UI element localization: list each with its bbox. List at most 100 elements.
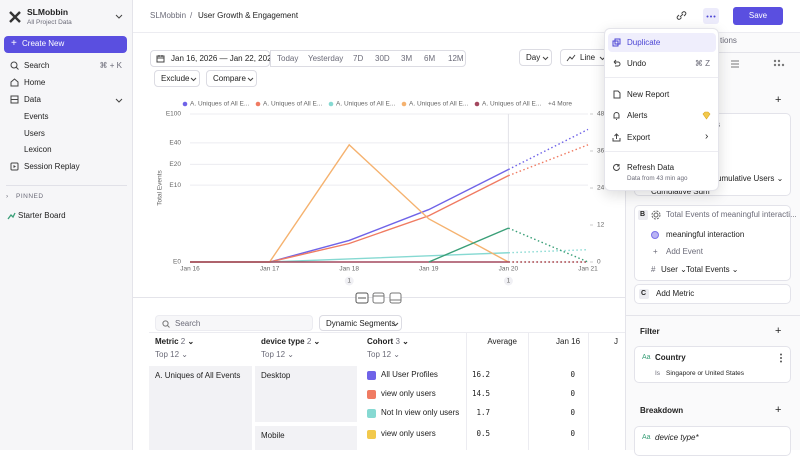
top-select[interactable]: Top 12 ⌄	[155, 350, 188, 359]
menu-item[interactable]: New Report	[627, 90, 670, 99]
series-partial-line	[508, 227, 589, 263]
add-icon[interactable]: +	[775, 94, 782, 106]
nav-item[interactable]: Data	[24, 95, 41, 104]
legend-swatch	[182, 101, 188, 107]
metric-title: Total Events of meaningful interacti...	[666, 210, 797, 219]
preset[interactable]: Today	[277, 54, 299, 63]
top-select[interactable]: Top 12 ⌄	[367, 350, 400, 359]
kebab-icon[interactable]	[779, 353, 783, 363]
divider	[605, 151, 718, 152]
cumulative-option[interactable]: Cumulative Sum	[651, 187, 710, 196]
divider	[605, 77, 718, 78]
cohort-name: view only users	[381, 389, 436, 398]
add-icon[interactable]: +	[775, 404, 782, 416]
panel-tab[interactable]: tions	[720, 36, 737, 45]
submenu-arrow: ›	[705, 131, 709, 142]
project-name: All Project Data	[27, 19, 72, 26]
search-shortcut: ⌘ + K	[99, 61, 122, 70]
column-header[interactable]: Cohort 3 ⌄	[367, 337, 409, 346]
series-line	[190, 143, 509, 263]
menu-item[interactable]: Duplicate	[627, 38, 661, 47]
link-icon[interactable]	[676, 11, 687, 21]
measure-select[interactable]: Total Events ⌄	[686, 265, 739, 274]
segments-label: Dynamic Segments	[326, 319, 396, 328]
nav-item[interactable]: Users	[24, 129, 45, 138]
menu-item[interactable]: Undo	[627, 59, 647, 68]
compare-button[interactable]: Compare	[206, 70, 257, 87]
date-picker[interactable]: Jan 16, 2026 — Jan 22, 2026	[150, 50, 276, 67]
add-icon: +	[653, 247, 658, 256]
menu-item[interactable]: Refresh Data	[627, 163, 675, 172]
topbar	[133, 0, 800, 33]
measure-label: umulative Users	[717, 174, 775, 183]
filter-card[interactable]: Aa Country Is Singapore or United States	[634, 346, 791, 383]
nav-item[interactable]: Session Replay	[24, 162, 80, 171]
filter-value: Singapore or United States	[666, 370, 745, 377]
preset[interactable]: 7D	[353, 54, 364, 63]
date-range: Jan 16, 2026 — Jan 22, 2026	[171, 54, 276, 63]
save-label: Save	[748, 11, 768, 20]
chart-type-select[interactable]: Line	[560, 49, 608, 66]
preset[interactable]: 3M	[401, 54, 413, 63]
interval-select[interactable]: Day	[519, 49, 552, 66]
undo-icon	[613, 59, 621, 67]
column-header[interactable]: device type 2 ⌄	[261, 337, 321, 346]
cohort-swatch	[367, 371, 376, 380]
save-button[interactable]: Save	[733, 7, 783, 25]
top-select[interactable]: Top 12 ⌄	[261, 350, 294, 359]
menu-item[interactable]: Alerts	[627, 111, 648, 120]
nav-item[interactable]: Lexicon	[24, 145, 52, 154]
nav-item[interactable]: Home	[24, 78, 46, 87]
column-count: 2	[306, 337, 312, 346]
preset[interactable]: 6M	[424, 54, 436, 63]
more-button[interactable]	[703, 8, 719, 24]
group-name: Mobile	[261, 431, 285, 440]
x-tick-label: Jan 20	[499, 266, 519, 273]
pinned-item[interactable]: Starter Board	[18, 211, 66, 220]
section-heading: Breakdown	[640, 406, 684, 415]
section-heading: Filter	[640, 327, 660, 336]
badge-label: B	[640, 211, 646, 218]
view-switcher[interactable]	[355, 292, 403, 304]
legend-swatch	[255, 101, 261, 107]
column-label: Metric	[155, 337, 179, 346]
duplicate-icon	[612, 38, 621, 47]
column-label: device type	[261, 337, 305, 346]
exclude-button[interactable]: Exclude	[154, 70, 200, 87]
board-icon	[7, 212, 16, 220]
preset[interactable]: 30D	[375, 54, 390, 63]
cohort-name: All User Profiles	[381, 370, 438, 379]
breadcrumb[interactable]: SLMobbin	[150, 11, 187, 20]
breakdown-card[interactable]: Aa device type*	[634, 426, 791, 456]
top-label: Top 12	[261, 350, 286, 359]
create-button[interactable]: + Create New	[4, 36, 127, 53]
legend-label: A. Uniques of All E...	[482, 101, 541, 108]
add-icon[interactable]: +	[775, 325, 782, 337]
preset[interactable]: 12M	[448, 54, 464, 63]
chevron	[115, 14, 123, 19]
nav-item[interactable]: Events	[24, 112, 49, 121]
menu-item[interactable]: Export	[627, 133, 651, 142]
table-search[interactable]: Search	[155, 315, 313, 331]
event-name[interactable]: meaningful interaction	[666, 230, 745, 239]
y-axis-label: Total Events	[157, 170, 164, 206]
measure-select[interactable]: umulative Users ⌄	[717, 174, 784, 183]
chart-type: Line	[580, 53, 596, 62]
per-select[interactable]: User ⌄	[661, 265, 687, 274]
bell-icon	[613, 112, 620, 120]
y2-tick-label: 12	[597, 222, 605, 229]
cohort-name: view only users	[381, 429, 436, 438]
compare-label: Compare	[213, 74, 246, 83]
badge: B	[638, 210, 648, 220]
x-tick-label: Jan 17	[260, 266, 280, 273]
preset[interactable]: Yesterday	[308, 54, 344, 63]
segments-select[interactable]: Dynamic Segments	[319, 315, 402, 331]
jan16-value: 0	[570, 429, 575, 438]
line-icon	[566, 54, 576, 62]
chevron	[542, 56, 549, 61]
add-metric-card[interactable]: C Add Metric	[634, 284, 791, 304]
nav-search[interactable]: Search	[24, 61, 50, 70]
add-event[interactable]: Add Event	[666, 247, 703, 256]
column-header[interactable]: Metric 2 ⌄	[155, 337, 195, 346]
